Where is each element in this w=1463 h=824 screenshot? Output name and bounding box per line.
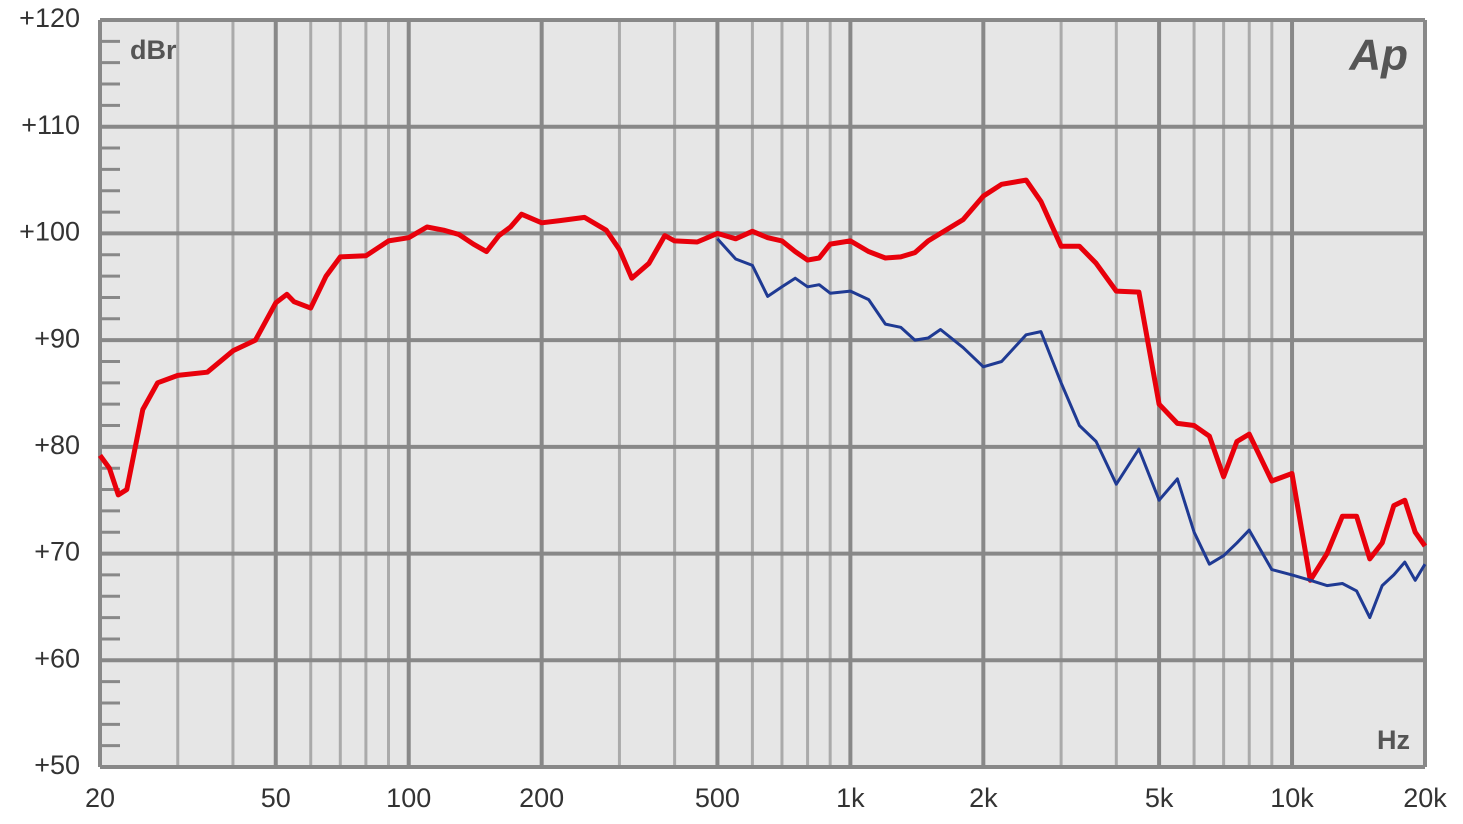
- x-unit-label: Hz: [1377, 725, 1410, 755]
- x-tick-label: 50: [261, 783, 291, 813]
- y-tick-label: +90: [34, 323, 80, 353]
- y-unit-label: dBr: [130, 35, 177, 65]
- labels: 20 50 100 200 500 1k 2k 5k 10k 20k +50 +60 +70 +80 +90…: [19, 3, 1447, 813]
- x-tick-label: 1k: [836, 783, 865, 813]
- x-tick-label: 500: [695, 783, 740, 813]
- y-tick-label: +80: [34, 430, 80, 460]
- y-tick-label: +50: [34, 750, 80, 780]
- grid: [98, 18, 1427, 769]
- y-tick-label: +110: [21, 110, 80, 140]
- x-tick-label: 20k: [1403, 783, 1447, 813]
- logo: Ap: [1348, 31, 1408, 80]
- x-tick-label: 200: [519, 783, 564, 813]
- y-tick-label: +60: [34, 643, 80, 673]
- plot-area: [100, 20, 1425, 767]
- lines: [97, 177, 1428, 620]
- x-tick-label: 5k: [1145, 783, 1174, 813]
- y-tick-label: +100: [19, 217, 80, 247]
- x-tick-label: 10k: [1270, 783, 1314, 813]
- x-tick-label: 100: [386, 783, 431, 813]
- series-line: [97, 177, 1428, 583]
- y-tick-label: +70: [34, 537, 80, 567]
- y-tick-label: +120: [19, 3, 80, 33]
- x-tick-label: 2k: [969, 783, 998, 813]
- series-line: [716, 237, 1427, 620]
- x-tick-label: 20: [85, 783, 115, 813]
